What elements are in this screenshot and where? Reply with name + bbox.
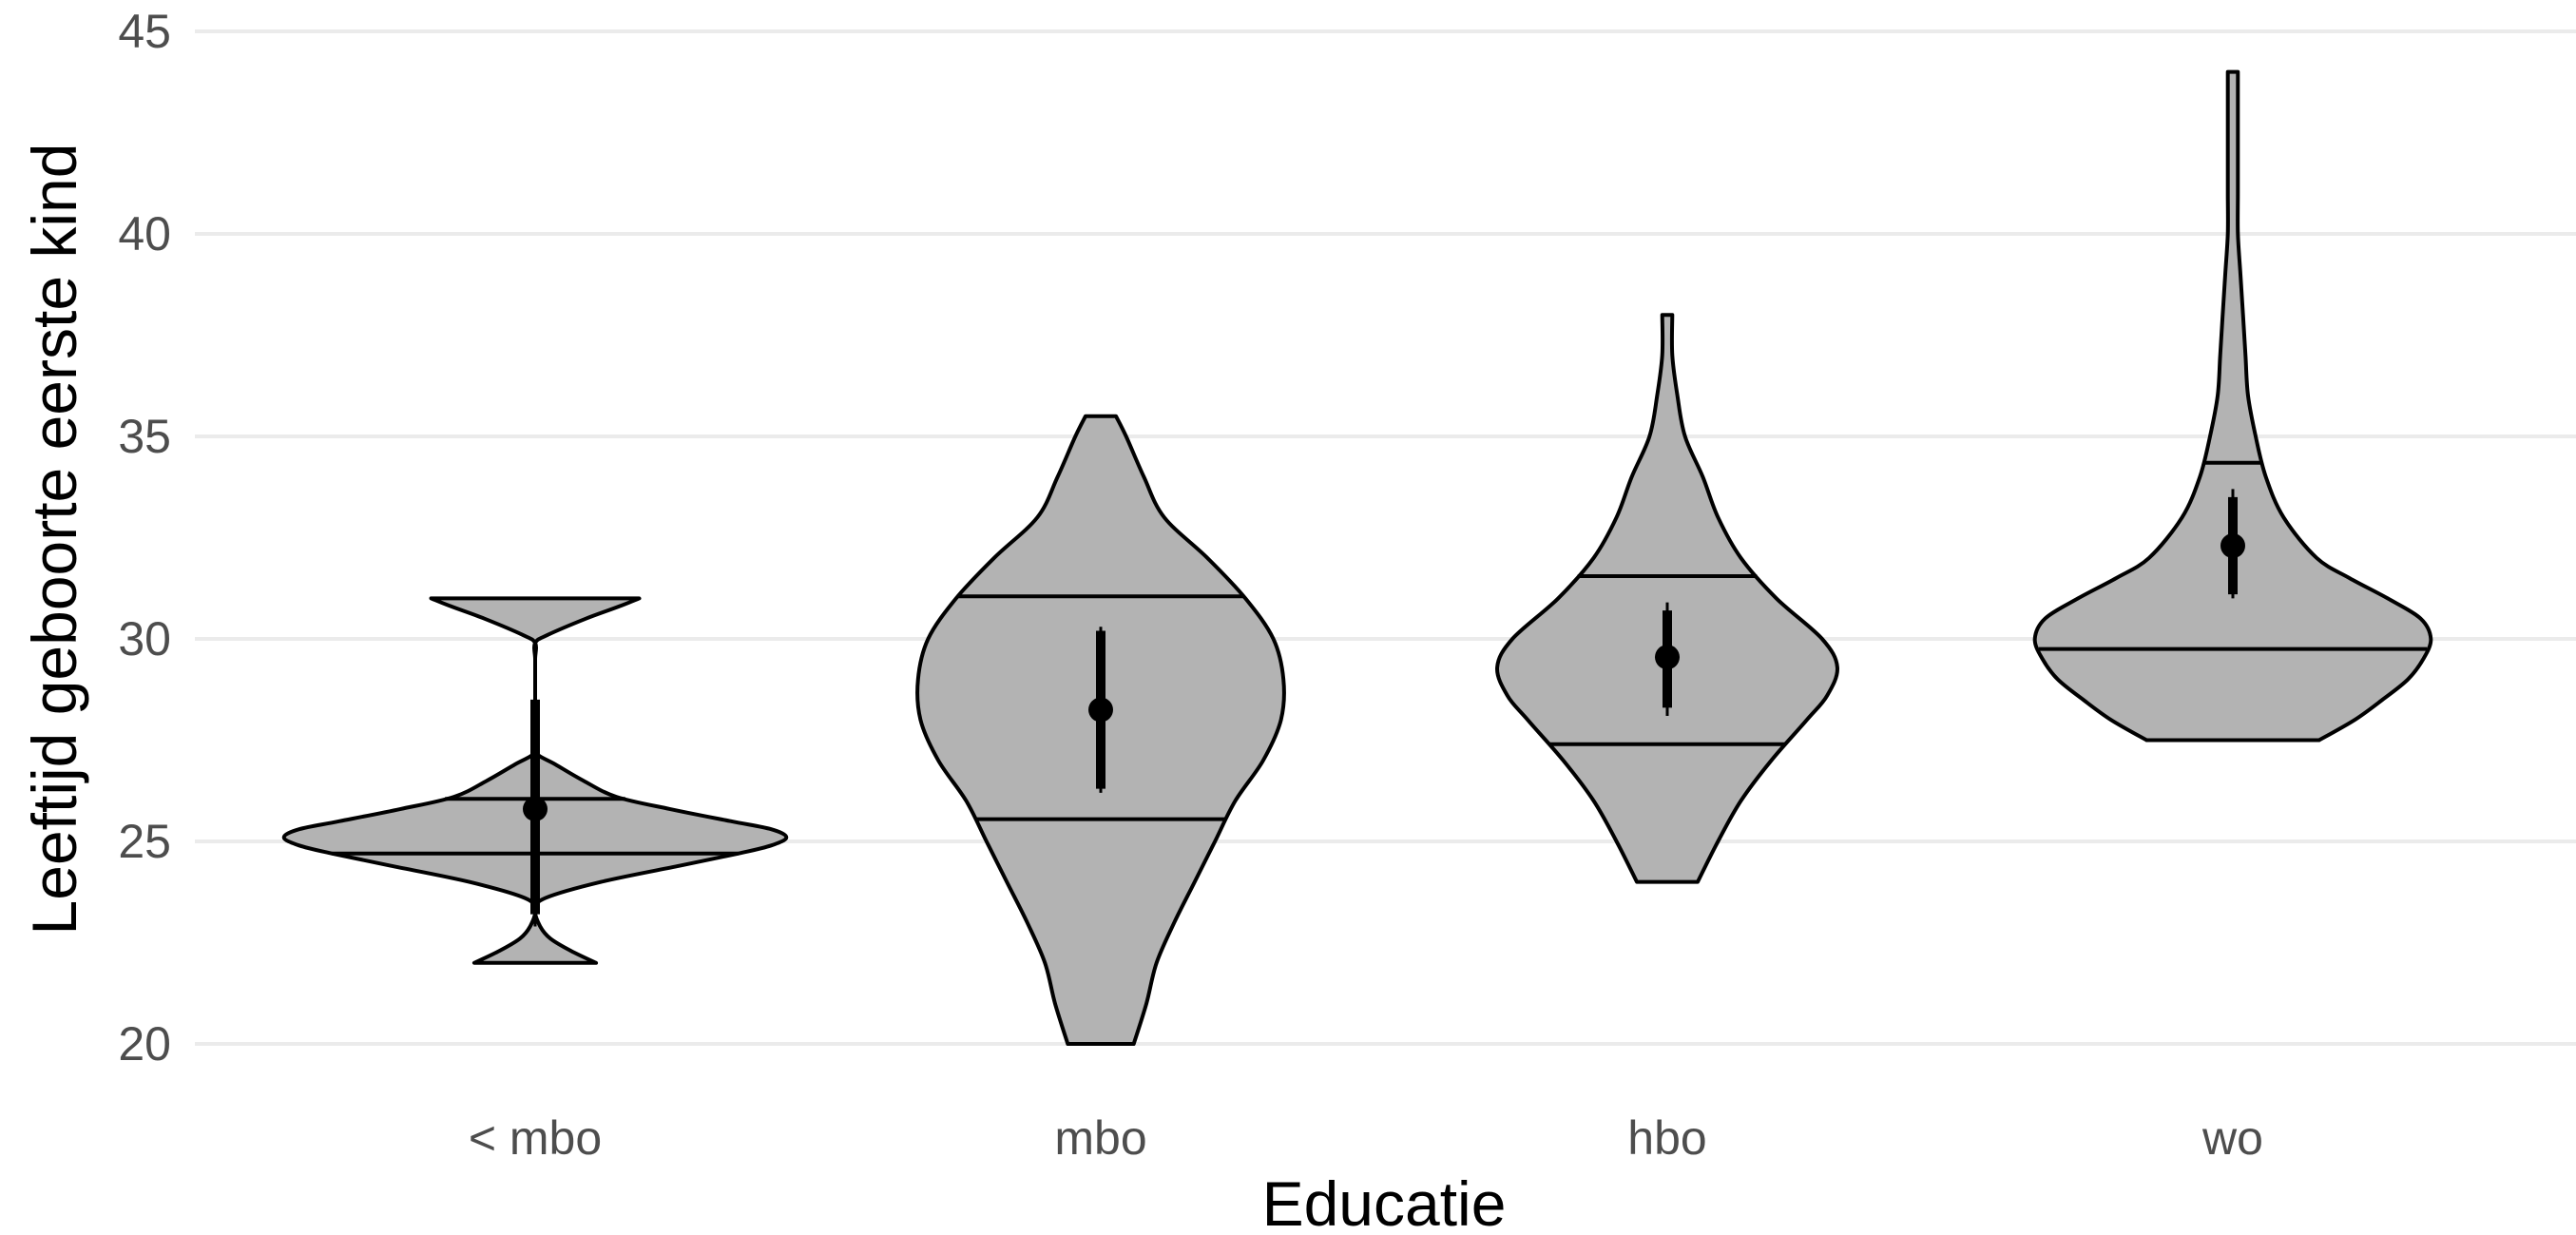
y-tick-label-30: 30 — [118, 612, 171, 666]
violin-body — [1495, 313, 1839, 884]
x-tick-label-0: < mbo — [469, 1111, 602, 1165]
violin-body — [2032, 69, 2433, 743]
violin-group-2 — [1495, 313, 1839, 884]
x-tick-labels: < mbo mbo hbo wo — [469, 1111, 2263, 1165]
violins — [281, 69, 2433, 1046]
y-tick-label-25: 25 — [118, 815, 171, 868]
x-tick-label-2: hbo — [1627, 1111, 1706, 1165]
y-tick-label-40: 40 — [118, 207, 171, 261]
violin-group-3 — [2032, 69, 2433, 743]
y-tick-label-35: 35 — [118, 410, 171, 463]
y-tick-label-20: 20 — [118, 1017, 171, 1071]
y-axis-title: Leeftijd geboorte eerste kind — [19, 144, 89, 936]
mean-point — [2220, 533, 2245, 559]
mean-point — [523, 796, 548, 821]
violin-group-0 — [281, 596, 789, 965]
y-tick-labels: 20 25 30 35 40 45 — [118, 5, 171, 1071]
mean-point — [1088, 697, 1113, 723]
x-tick-label-3: wo — [2201, 1111, 2263, 1165]
violin-group-1 — [915, 414, 1286, 1046]
x-axis-title: Educatie — [1262, 1168, 1507, 1235]
mean-point — [1655, 645, 1680, 670]
y-tick-label-45: 45 — [118, 5, 171, 58]
x-tick-label-1: mbo — [1054, 1111, 1146, 1165]
